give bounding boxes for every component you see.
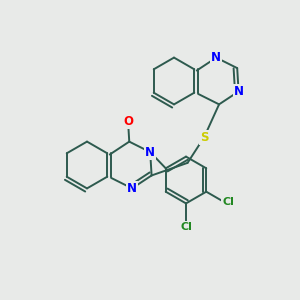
Text: N: N [145, 146, 155, 159]
Text: N: N [127, 182, 137, 195]
Text: Cl: Cl [222, 197, 234, 207]
Text: Cl: Cl [180, 223, 192, 232]
Text: N: N [234, 85, 244, 98]
Text: S: S [200, 131, 208, 144]
Text: O: O [123, 115, 133, 128]
Text: N: N [211, 51, 221, 64]
